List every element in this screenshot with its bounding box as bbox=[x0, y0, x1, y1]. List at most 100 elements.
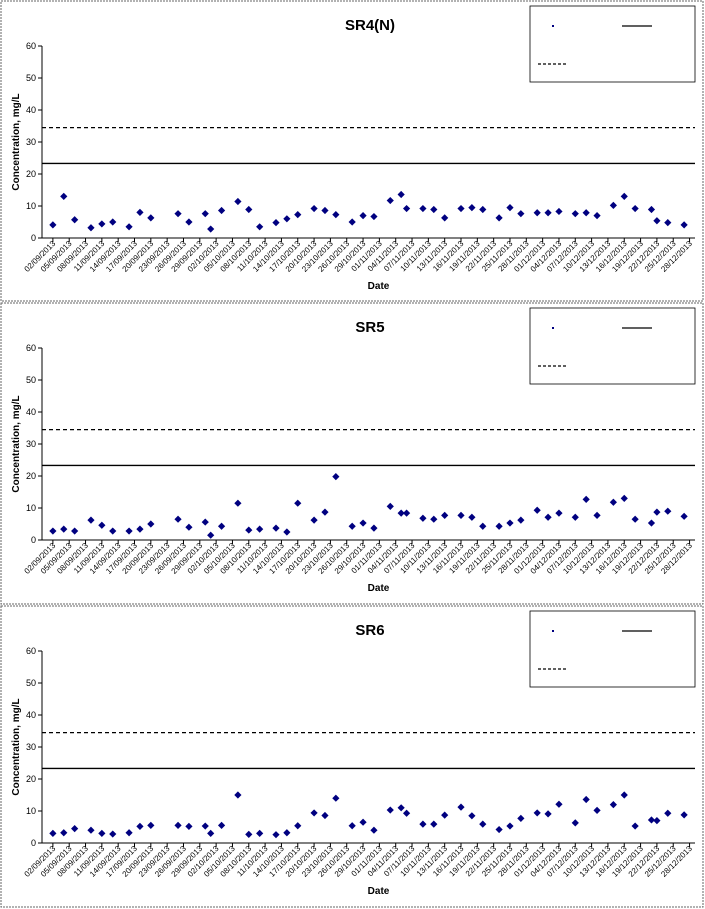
y-tick-label: 30 bbox=[26, 137, 36, 147]
data-point bbox=[60, 192, 68, 200]
data-point bbox=[593, 212, 601, 220]
data-point bbox=[664, 809, 672, 817]
data-point bbox=[647, 519, 656, 527]
data-point bbox=[207, 531, 215, 539]
data-point bbox=[533, 209, 541, 217]
data-point bbox=[533, 809, 541, 817]
data-point bbox=[321, 206, 329, 215]
data-point bbox=[49, 527, 57, 535]
data-point bbox=[582, 495, 590, 503]
data-point bbox=[506, 519, 514, 527]
data-point bbox=[386, 806, 394, 814]
data-point bbox=[386, 196, 394, 205]
data-point bbox=[174, 210, 182, 218]
data-point bbox=[207, 225, 215, 233]
data-point bbox=[109, 527, 117, 535]
data-point bbox=[402, 809, 411, 817]
data-point bbox=[348, 218, 356, 226]
legend bbox=[529, 5, 696, 83]
data-point bbox=[283, 215, 291, 223]
data-point bbox=[321, 811, 329, 820]
data-point bbox=[109, 830, 117, 838]
data-point bbox=[332, 211, 340, 219]
data-point bbox=[544, 513, 552, 521]
y-tick-label: 20 bbox=[26, 169, 36, 179]
data-point bbox=[321, 508, 329, 516]
data-point bbox=[495, 825, 503, 834]
data-point bbox=[620, 192, 628, 200]
data-point bbox=[87, 516, 95, 524]
data-point bbox=[402, 204, 411, 213]
data-point bbox=[234, 791, 242, 799]
data-point bbox=[631, 822, 639, 830]
legend-box bbox=[529, 5, 696, 83]
data-point bbox=[98, 220, 106, 228]
data-point bbox=[397, 804, 405, 812]
y-tick-label: 50 bbox=[26, 375, 36, 385]
y-tick-label: 10 bbox=[26, 201, 36, 211]
data-point bbox=[125, 527, 133, 535]
data-point bbox=[310, 204, 318, 213]
y-tick-label: 30 bbox=[26, 742, 36, 752]
y-axis-title: Concentration, mg/L bbox=[11, 93, 22, 190]
data-point bbox=[517, 516, 525, 524]
data-point bbox=[479, 205, 487, 214]
data-point bbox=[457, 511, 465, 519]
data-point bbox=[370, 826, 378, 834]
data-point bbox=[402, 509, 411, 517]
data-point bbox=[201, 518, 209, 526]
data-point bbox=[370, 212, 378, 221]
data-point bbox=[272, 524, 280, 532]
data-point bbox=[593, 511, 601, 519]
panel-border bbox=[0, 302, 704, 605]
data-point bbox=[609, 498, 617, 506]
data-point bbox=[430, 515, 438, 523]
data-point bbox=[571, 513, 579, 521]
data-point bbox=[647, 816, 656, 824]
data-point bbox=[272, 831, 280, 839]
data-point bbox=[647, 205, 656, 214]
data-point bbox=[174, 515, 182, 523]
data-point bbox=[87, 224, 95, 232]
data-point bbox=[506, 822, 514, 830]
data-point bbox=[136, 822, 144, 830]
y-tick-label: 20 bbox=[26, 774, 36, 784]
legend bbox=[529, 307, 696, 385]
data-point bbox=[441, 511, 449, 519]
data-point bbox=[555, 800, 563, 808]
data-point bbox=[136, 525, 144, 533]
data-point bbox=[217, 821, 226, 829]
data-point bbox=[71, 527, 79, 535]
data-point bbox=[517, 814, 525, 822]
chart-title: SR6 bbox=[355, 622, 384, 639]
data-point bbox=[653, 217, 661, 225]
data-point bbox=[294, 499, 302, 507]
y-tick-label: 40 bbox=[26, 710, 36, 720]
data-point bbox=[468, 513, 476, 521]
y-tick-label: 50 bbox=[26, 678, 36, 688]
data-point bbox=[348, 822, 356, 830]
y-tick-label: 50 bbox=[26, 73, 36, 83]
data-point bbox=[185, 822, 193, 830]
y-tick-label: 60 bbox=[26, 41, 36, 51]
data-point bbox=[397, 509, 405, 517]
data-point bbox=[359, 212, 367, 220]
data-point bbox=[310, 809, 318, 817]
x-axis-title: Date bbox=[368, 583, 390, 594]
data-point bbox=[245, 205, 253, 214]
data-point bbox=[495, 522, 503, 530]
data-point bbox=[294, 211, 302, 219]
data-point bbox=[125, 829, 133, 837]
data-point bbox=[60, 525, 68, 533]
y-tick-label: 0 bbox=[31, 838, 36, 848]
legend-marker bbox=[552, 630, 554, 632]
data-point bbox=[245, 830, 253, 838]
data-point bbox=[555, 509, 563, 517]
data-point bbox=[283, 829, 291, 837]
data-point bbox=[430, 205, 438, 214]
data-point bbox=[359, 818, 367, 826]
y-axis-title: Concentration, mg/L bbox=[11, 395, 22, 492]
data-point bbox=[419, 514, 427, 522]
y-tick-label: 20 bbox=[26, 471, 36, 481]
